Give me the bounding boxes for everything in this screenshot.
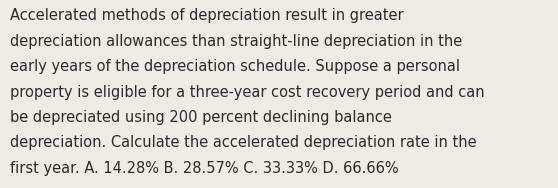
Text: Accelerated methods of depreciation result in greater: Accelerated methods of depreciation resu… — [10, 8, 403, 24]
Text: depreciation allowances than straight-line depreciation in the: depreciation allowances than straight-li… — [10, 34, 462, 49]
Text: depreciation. Calculate the accelerated depreciation rate in the: depreciation. Calculate the accelerated … — [10, 135, 477, 150]
Text: property is eligible for a three-year cost recovery period and can: property is eligible for a three-year co… — [10, 85, 485, 100]
Text: first year. A. 14.28% B. 28.57% C. 33.33% D. 66.66%: first year. A. 14.28% B. 28.57% C. 33.33… — [10, 161, 398, 176]
Text: be depreciated using 200 percent declining balance: be depreciated using 200 percent declini… — [10, 110, 392, 125]
Text: early years of the depreciation schedule. Suppose a personal: early years of the depreciation schedule… — [10, 59, 460, 74]
